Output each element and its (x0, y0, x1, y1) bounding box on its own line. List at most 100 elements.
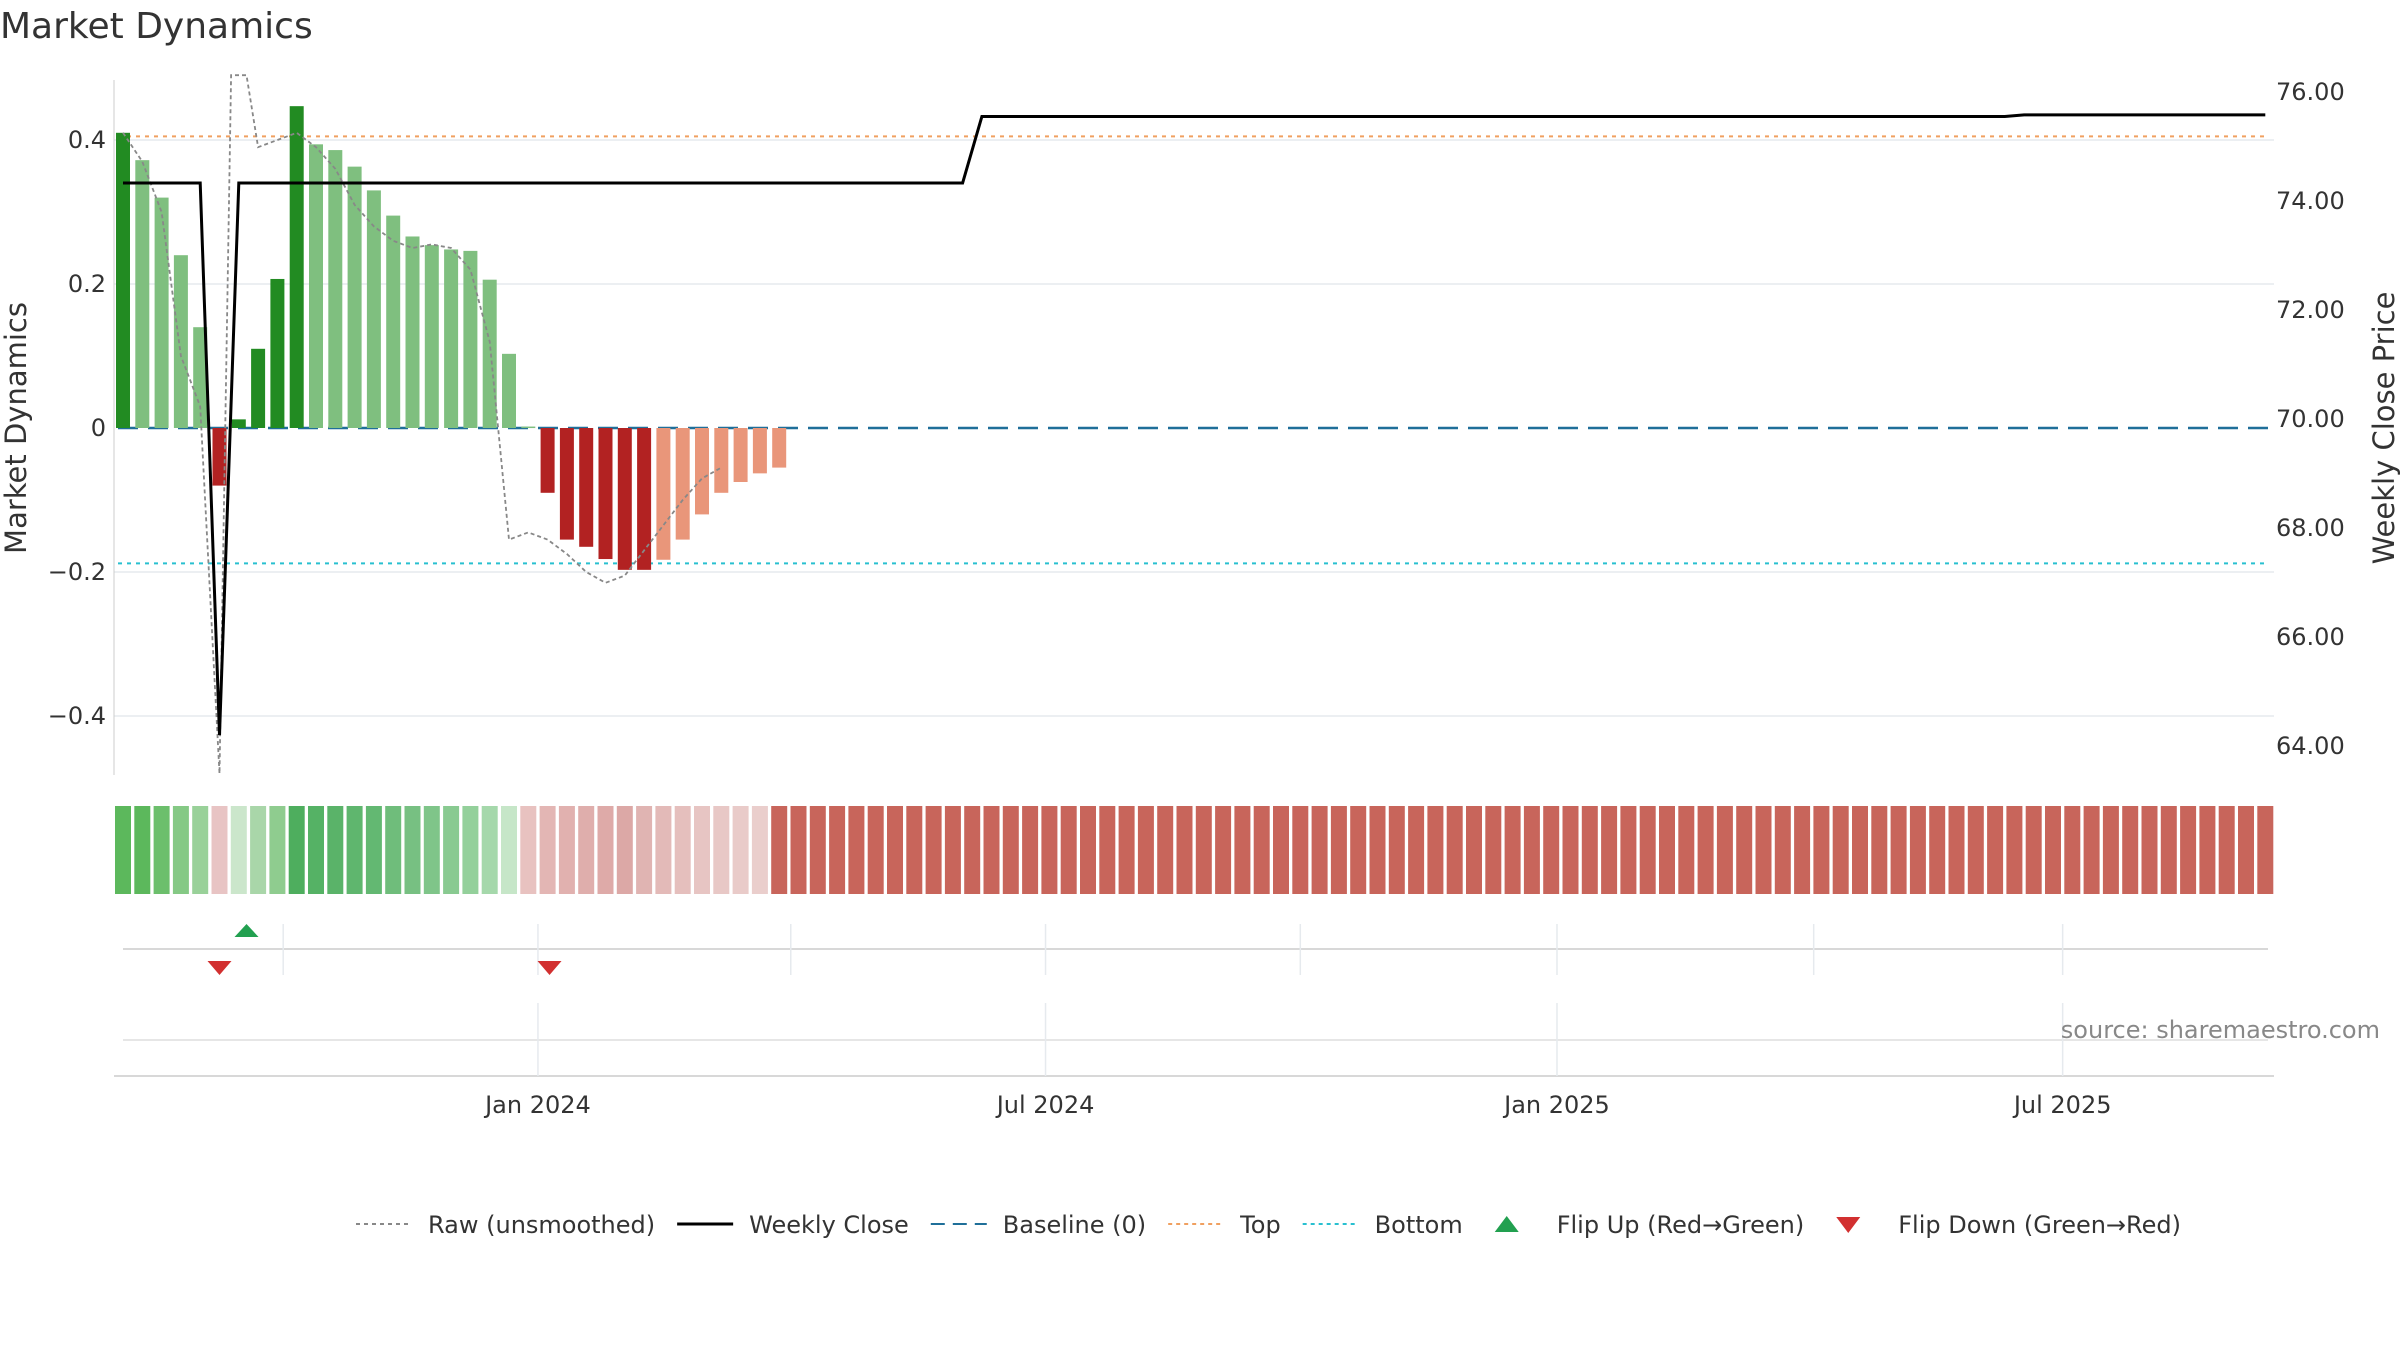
left-axis-ticks: 0.4 0.2 0 −0.2 −0.4 (48, 126, 106, 730)
left-tick-label-1: 0.2 (68, 270, 106, 298)
flip-panel (123, 924, 2268, 975)
strip-cell-41 (906, 806, 923, 894)
strip-cell-92 (1890, 806, 1907, 894)
bar-30 (695, 428, 709, 515)
strip-cell-18 (462, 806, 479, 894)
bar-10 (309, 144, 323, 428)
strip-cell-33 (751, 806, 768, 894)
legend-triangle-down-icon (1836, 1217, 1861, 1233)
strip-cell-74 (1543, 806, 1560, 894)
left-tick-label-3: −0.2 (48, 558, 106, 586)
strip-cell-93 (1909, 806, 1926, 894)
strip-cell-50 (1080, 806, 1096, 894)
flip-down-marker-1 (537, 961, 562, 975)
bottom-grid-lines (537, 1003, 2064, 1076)
bar-2 (154, 197, 169, 428)
right-axis-label: Weekly Close Price (2367, 292, 2400, 565)
strip-cell-11 (327, 806, 344, 894)
strip-cell-94 (1929, 806, 1946, 894)
x-tick-label-3: Jul 2025 (2012, 1091, 2112, 1119)
bar-32 (733, 428, 748, 482)
right-tick-label-6: 64.00 (2276, 732, 2345, 760)
strip-cell-24 (578, 806, 595, 894)
strip-cell-101 (2064, 806, 2081, 894)
strip-cell-3 (172, 806, 189, 894)
strip-cell-51 (1099, 806, 1116, 894)
strip-cell-87 (1794, 806, 1811, 894)
bar-22 (540, 428, 555, 493)
bar-19 (482, 279, 497, 428)
bar-29 (675, 428, 690, 540)
bar-28 (656, 428, 671, 560)
strip-cell-53 (1137, 806, 1154, 894)
strip-cell-57 (1215, 806, 1232, 894)
strip-cell-60 (1273, 806, 1289, 894)
strip-cell-38 (848, 806, 865, 894)
bar-17 (444, 249, 459, 428)
strip-cell-96 (1967, 806, 1984, 894)
bar-1 (135, 160, 150, 428)
bar-13 (366, 190, 381, 428)
strip-cell-69 (1446, 806, 1463, 894)
strip-cell-40 (887, 806, 903, 894)
strip-cell-21 (520, 806, 537, 894)
legend-label: Flip Down (Green→Red) (1898, 1211, 2181, 1239)
strip-cell-81 (1678, 806, 1695, 894)
bar-31 (714, 428, 729, 493)
strip-cell-63 (1330, 806, 1347, 894)
strip-cell-83 (1716, 806, 1733, 894)
strip-cell-58 (1234, 806, 1251, 894)
strip-cell-78 (1620, 806, 1637, 894)
bar-9 (289, 106, 304, 428)
strip-cell-49 (1060, 806, 1077, 894)
strip-cell-77 (1601, 806, 1618, 894)
bar-12 (347, 166, 362, 428)
strip-cell-25 (597, 806, 614, 894)
x-tick-label-2: Jan 2025 (1502, 1091, 1610, 1119)
strip-cell-75 (1562, 806, 1579, 894)
bar-20 (502, 353, 516, 428)
legend-triangle-up-icon (1494, 1216, 1519, 1232)
strip-cell-76 (1581, 806, 1598, 894)
strip-cell-102 (2083, 806, 2100, 894)
strip-cell-26 (616, 806, 633, 894)
strip-cell-8 (269, 806, 286, 894)
strip-cell-106 (2160, 806, 2177, 894)
strip-cell-12 (346, 806, 363, 894)
legend-item-raw: Raw (unsmoothed) (356, 1211, 655, 1239)
legend-item-top: Top (1168, 1211, 1281, 1239)
strip-cell-84 (1736, 806, 1753, 894)
strip-cell-6 (230, 806, 247, 894)
source-text: source: sharemaestro.com (2061, 1016, 2380, 1044)
legend-label: Raw (unsmoothed) (428, 1211, 655, 1239)
strip-cell-98 (2006, 806, 2023, 894)
strip-cell-59 (1253, 806, 1270, 894)
strip-cell-108 (2199, 806, 2216, 894)
legend-item-flip_down: Flip Down (Green→Red) (1836, 1211, 2181, 1239)
right-tick-label-5: 66.00 (2276, 623, 2345, 651)
x-tick-label-1: Jul 2024 (995, 1091, 1095, 1119)
strip-cell-32 (732, 806, 749, 894)
strip-cell-35 (790, 806, 807, 894)
strip-cell-62 (1311, 806, 1328, 894)
strip-cell-47 (1022, 806, 1039, 894)
strip-cell-1 (134, 806, 151, 894)
strip-cell-23 (558, 806, 575, 894)
strip-cell-46 (1002, 806, 1019, 894)
bar-33 (752, 428, 767, 474)
strip-cell-55 (1176, 806, 1193, 894)
bottom-panel: Jan 2024 Jul 2024 Jan 2025 Jul 2025 source:… (114, 1003, 2380, 1119)
strip-cell-45 (983, 806, 1000, 894)
legend-item-close: Weekly Close (677, 1211, 909, 1239)
legend-item-baseline: Baseline (0) (930, 1211, 1146, 1239)
strip-cell-43 (944, 806, 961, 894)
strip-cell-0 (115, 806, 131, 894)
strip-cell-7 (250, 806, 267, 894)
strip-cell-85 (1755, 806, 1772, 894)
left-tick-label-2: 0 (91, 414, 106, 442)
strip-cell-27 (636, 806, 653, 894)
left-tick-label-0: 0.4 (68, 126, 106, 154)
legend-label: Bottom (1375, 1211, 1463, 1239)
strip-cell-42 (925, 806, 942, 894)
